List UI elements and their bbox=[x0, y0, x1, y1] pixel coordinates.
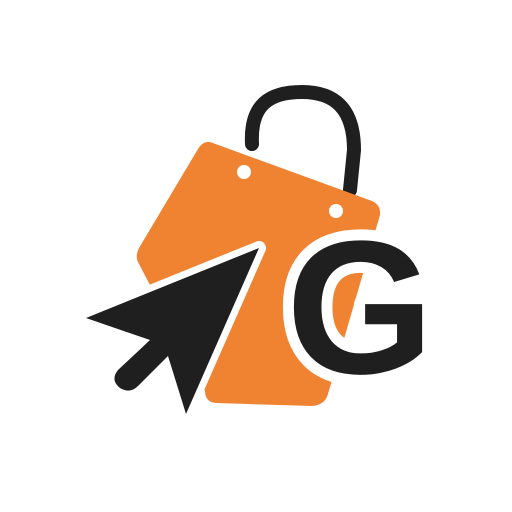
bag-hole-right bbox=[329, 204, 343, 218]
logo-letter-outline: G bbox=[286, 202, 434, 414]
cursor-arrow bbox=[86, 248, 259, 414]
cursor-arrow-icon bbox=[79, 241, 266, 421]
bag-handle bbox=[244, 84, 362, 197]
logo-letter: G bbox=[286, 202, 434, 414]
bag-hole-left bbox=[237, 165, 251, 179]
